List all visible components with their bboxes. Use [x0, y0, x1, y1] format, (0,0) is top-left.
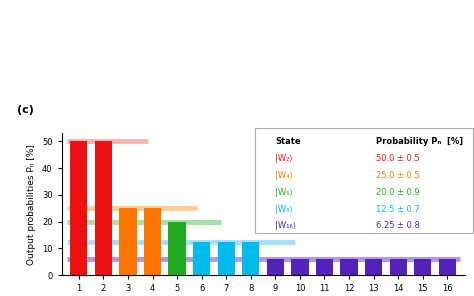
Bar	[267, 258, 284, 275]
Bar	[144, 258, 161, 275]
Text: |W₁₆⟩: |W₁₆⟩	[275, 221, 296, 230]
Bar	[144, 208, 161, 275]
Bar	[70, 141, 87, 275]
FancyBboxPatch shape	[255, 128, 473, 233]
Bar	[144, 222, 161, 275]
Text: 20.0 ± 0.9: 20.0 ± 0.9	[376, 188, 419, 197]
Bar	[218, 258, 235, 275]
Text: |W₂⟩: |W₂⟩	[275, 154, 293, 163]
Text: 25.0 ± 0.5: 25.0 ± 0.5	[376, 171, 419, 180]
Text: (c): (c)	[18, 105, 34, 115]
Bar	[119, 242, 137, 275]
Bar	[193, 258, 210, 275]
Bar	[242, 258, 259, 275]
Bar	[193, 242, 210, 275]
Bar	[168, 222, 186, 275]
Bar	[95, 242, 112, 275]
Bar	[168, 258, 186, 275]
Text: |W₄⟩: |W₄⟩	[275, 171, 293, 180]
Text: 6.25 ± 0.8: 6.25 ± 0.8	[376, 221, 420, 230]
Bar	[390, 258, 407, 275]
Bar	[95, 222, 112, 275]
Bar	[70, 242, 87, 275]
Bar	[119, 258, 137, 275]
Text: State: State	[275, 137, 301, 147]
Bar	[95, 258, 112, 275]
Text: |W₈⟩: |W₈⟩	[275, 205, 293, 213]
Bar	[168, 242, 186, 275]
Bar	[439, 258, 456, 275]
Y-axis label: Output probabilities Pₙ [%]: Output probabilities Pₙ [%]	[27, 144, 36, 265]
Bar	[218, 242, 235, 275]
Bar	[70, 208, 87, 275]
Bar	[365, 258, 382, 275]
Bar	[340, 258, 358, 275]
Bar	[242, 242, 259, 275]
Bar	[119, 222, 137, 275]
Text: 12.5 ± 0.7: 12.5 ± 0.7	[376, 205, 419, 213]
Bar	[95, 208, 112, 275]
Bar	[70, 258, 87, 275]
Bar	[119, 208, 137, 275]
Text: Probability Pₙ  [%]: Probability Pₙ [%]	[376, 137, 463, 147]
Bar	[70, 222, 87, 275]
Text: 50.0 ± 0.5: 50.0 ± 0.5	[376, 154, 419, 163]
Bar	[414, 258, 431, 275]
Text: |W₅⟩: |W₅⟩	[275, 188, 293, 197]
Bar	[144, 242, 161, 275]
Bar	[95, 141, 112, 275]
Bar	[316, 258, 333, 275]
Bar	[292, 258, 309, 275]
